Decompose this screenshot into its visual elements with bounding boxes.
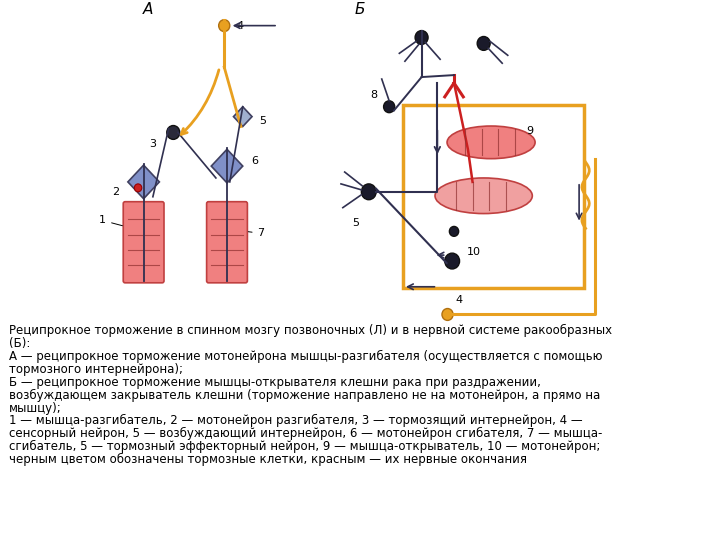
FancyBboxPatch shape [123,202,164,283]
Text: 4: 4 [236,21,243,31]
Text: 1 — мышца-разгибатель, 2 — мотонейрон разгибателя, 3 — тормозящий интернейрон, 4: 1 — мышца-разгибатель, 2 — мотонейрон ра… [9,414,583,428]
Text: А: А [143,2,153,17]
Text: 6: 6 [251,156,258,166]
Text: 7: 7 [248,228,265,238]
Text: Б: Б [354,2,365,17]
Text: сенсорный нейрон, 5 — возбуждающий интернейрон, 6 — мотонейрон сгибателя, 7 — мы: сенсорный нейрон, 5 — возбуждающий интер… [9,427,603,440]
Polygon shape [128,165,159,199]
Polygon shape [233,107,252,126]
Text: возбуждающем закрыватель клешни (торможение направлено не на мотонейрон, а прямо: возбуждающем закрыватель клешни (торможе… [9,389,600,402]
Text: 5: 5 [259,116,266,126]
Text: тормозного интернейрона);: тормозного интернейрона); [9,363,184,376]
FancyBboxPatch shape [207,202,248,283]
Text: сгибатель, 5 — тормозный эффекторный нейрон, 9 — мышца-открыватель, 10 — мотоней: сгибатель, 5 — тормозный эффекторный ней… [9,440,600,453]
Text: 4: 4 [455,295,462,305]
Circle shape [167,125,180,139]
Text: черным цветом обозначены тормозные клетки, красным — их нервные окончания: черным цветом обозначены тормозные клетк… [9,453,527,466]
Text: Б — реципрокное торможение мышцы-открывателя клешни рака при раздражении,: Б — реципрокное торможение мышцы-открыва… [9,376,541,389]
Text: 3: 3 [149,139,156,150]
Text: 8: 8 [371,90,378,100]
Ellipse shape [447,126,535,159]
Text: 1: 1 [99,215,122,226]
FancyBboxPatch shape [403,105,584,288]
Text: Реципрокное торможение в спинном мозгу позвоночных (Л) и в нервной системе ракоо: Реципрокное торможение в спинном мозгу п… [9,325,613,338]
Ellipse shape [435,178,532,213]
Circle shape [384,101,395,113]
Text: 2: 2 [112,187,120,197]
Circle shape [361,184,376,200]
Circle shape [135,184,142,192]
Circle shape [477,37,490,50]
Circle shape [449,226,459,237]
Text: (Б):: (Б): [9,337,31,350]
Text: 10: 10 [467,247,481,257]
Text: мышцу);: мышцу); [9,402,62,415]
Circle shape [415,31,428,44]
Circle shape [219,19,230,31]
Circle shape [445,253,459,269]
Circle shape [442,308,453,320]
Text: 9: 9 [526,126,534,137]
Polygon shape [211,149,243,183]
Text: А — реципрокное торможение мотонейрона мышцы-разгибателя (осуществляется с помощ: А — реципрокное торможение мотонейрона м… [9,350,603,363]
Text: 5: 5 [352,218,359,228]
